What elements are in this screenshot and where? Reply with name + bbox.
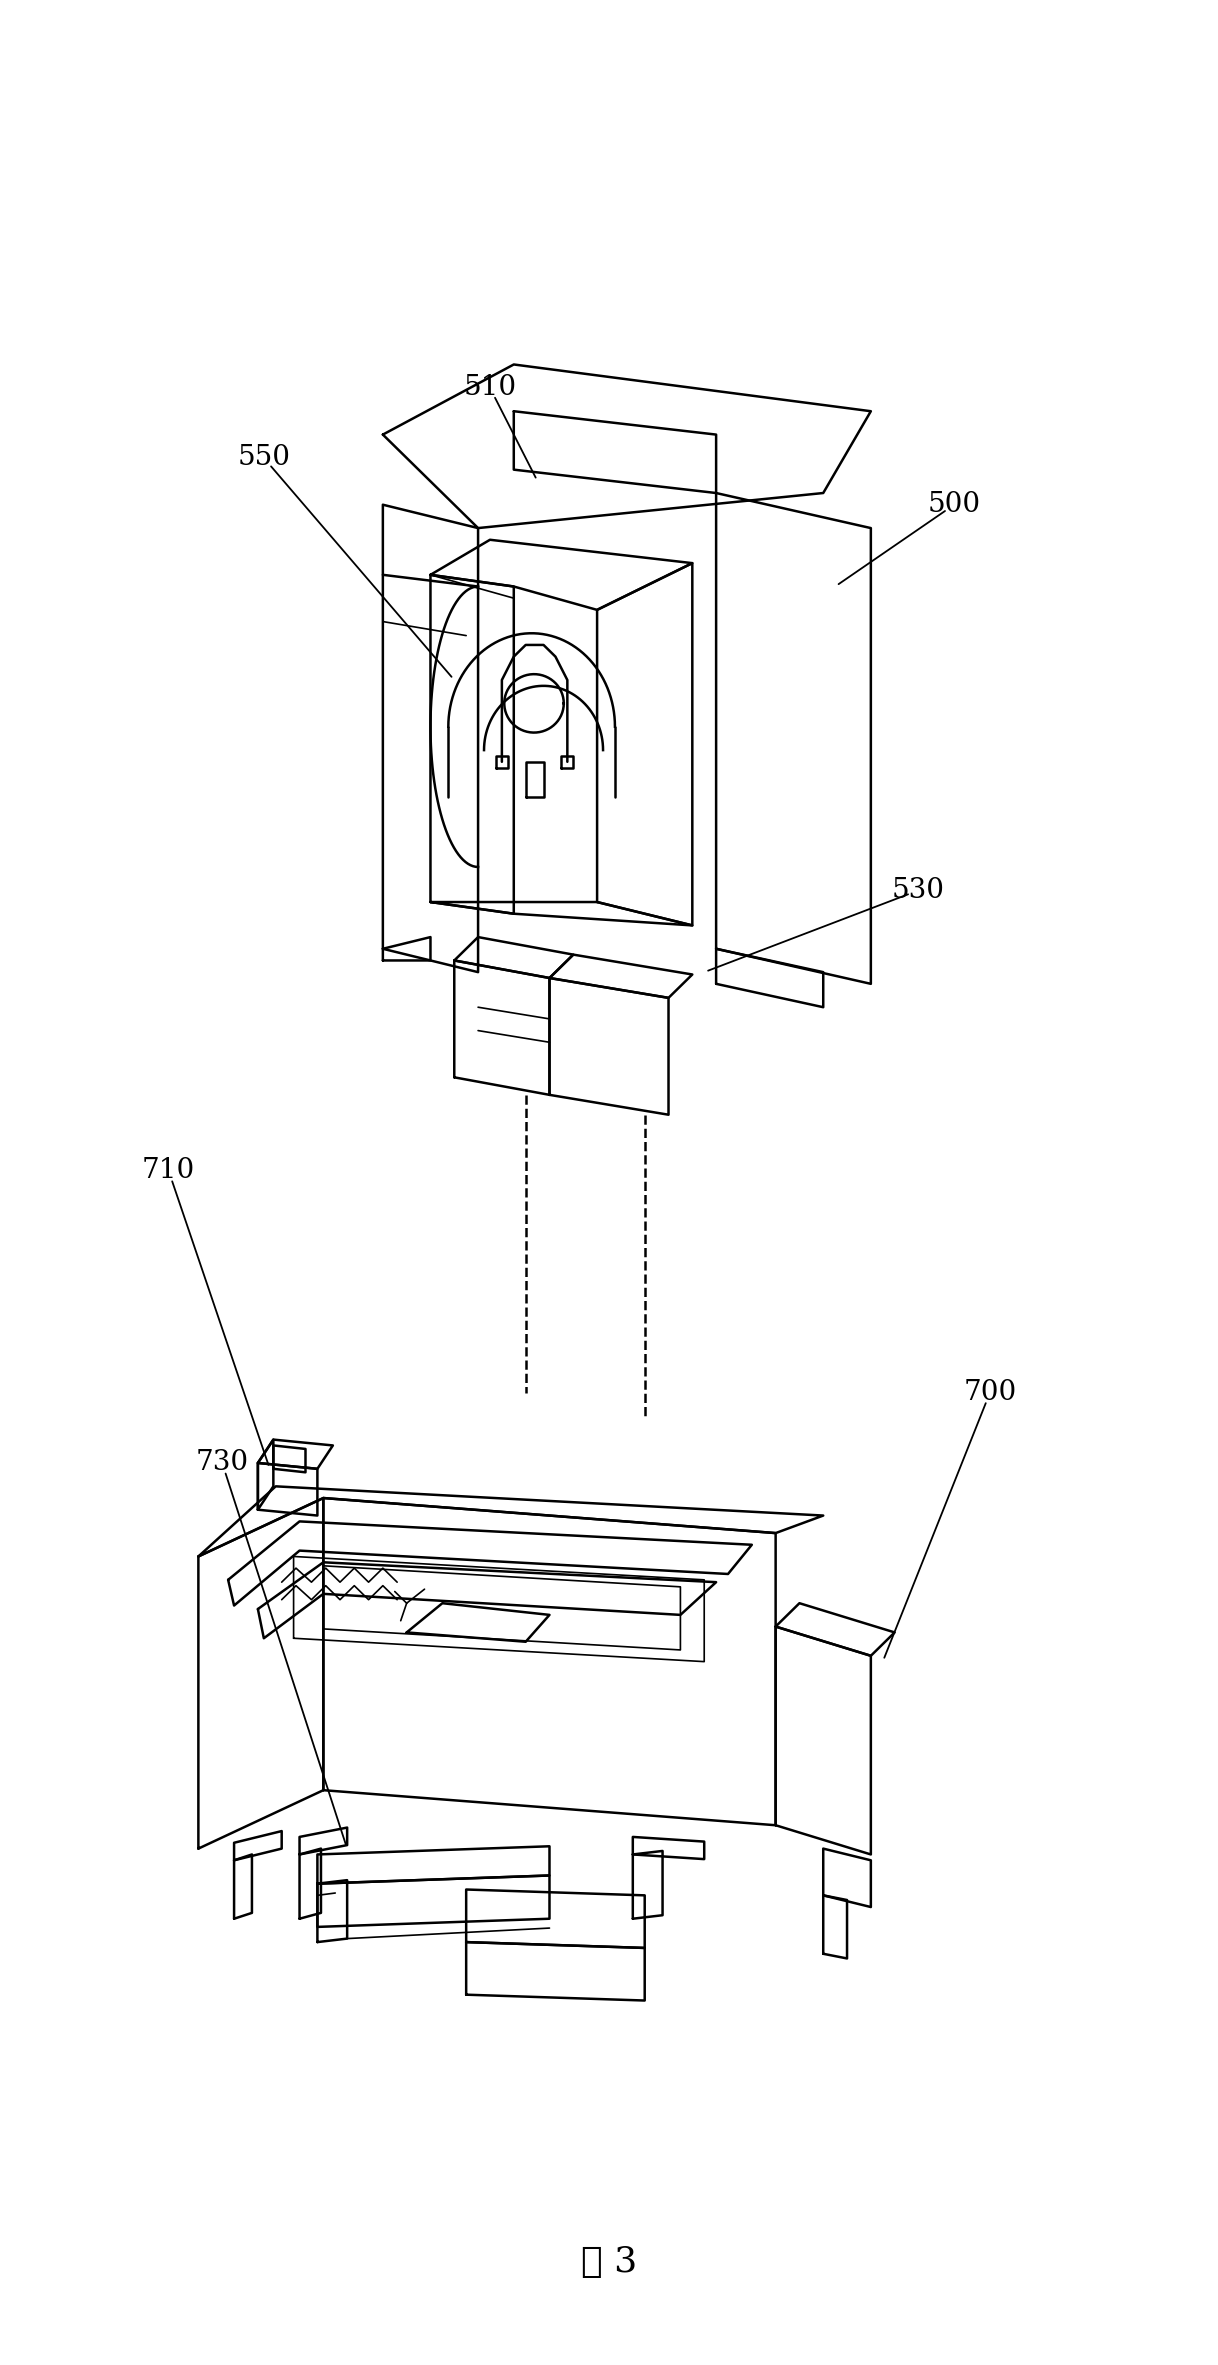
Polygon shape [633,1838,704,1859]
Polygon shape [549,955,692,998]
Polygon shape [597,563,692,925]
Text: 550: 550 [238,445,290,471]
Polygon shape [776,1627,871,1854]
Polygon shape [382,364,871,527]
Polygon shape [454,937,574,979]
Polygon shape [199,1497,323,1849]
Text: 700: 700 [963,1379,1017,1407]
Polygon shape [258,1464,318,1516]
Polygon shape [407,1603,549,1641]
Polygon shape [430,539,692,610]
Polygon shape [514,412,716,492]
Polygon shape [300,1828,347,1854]
Polygon shape [300,1849,322,1918]
Polygon shape [430,901,692,925]
Polygon shape [823,1849,871,1906]
Polygon shape [454,960,549,1095]
Polygon shape [258,1440,273,1509]
Polygon shape [323,1497,776,1826]
Text: 730: 730 [196,1450,248,1476]
Polygon shape [318,1875,549,1927]
Polygon shape [382,504,479,972]
Polygon shape [318,1880,347,1942]
Polygon shape [234,1854,252,1918]
Polygon shape [430,575,514,913]
Text: 510: 510 [463,374,516,402]
Polygon shape [549,979,669,1114]
Polygon shape [318,1847,549,1883]
Polygon shape [199,1485,823,1556]
Polygon shape [273,1445,306,1473]
Polygon shape [258,1440,333,1469]
Polygon shape [776,1603,895,1655]
Polygon shape [466,1890,644,1949]
Polygon shape [633,1852,663,1918]
Polygon shape [258,1563,716,1639]
Text: 500: 500 [928,492,980,518]
Polygon shape [823,1894,847,1958]
Polygon shape [716,948,823,1007]
Polygon shape [466,1942,644,2001]
Polygon shape [382,937,430,960]
Polygon shape [228,1521,752,1606]
Polygon shape [234,1831,281,1861]
Text: 710: 710 [143,1156,195,1185]
Text: 530: 530 [892,877,945,903]
Polygon shape [716,492,871,984]
Text: 图 3: 图 3 [581,2244,637,2280]
